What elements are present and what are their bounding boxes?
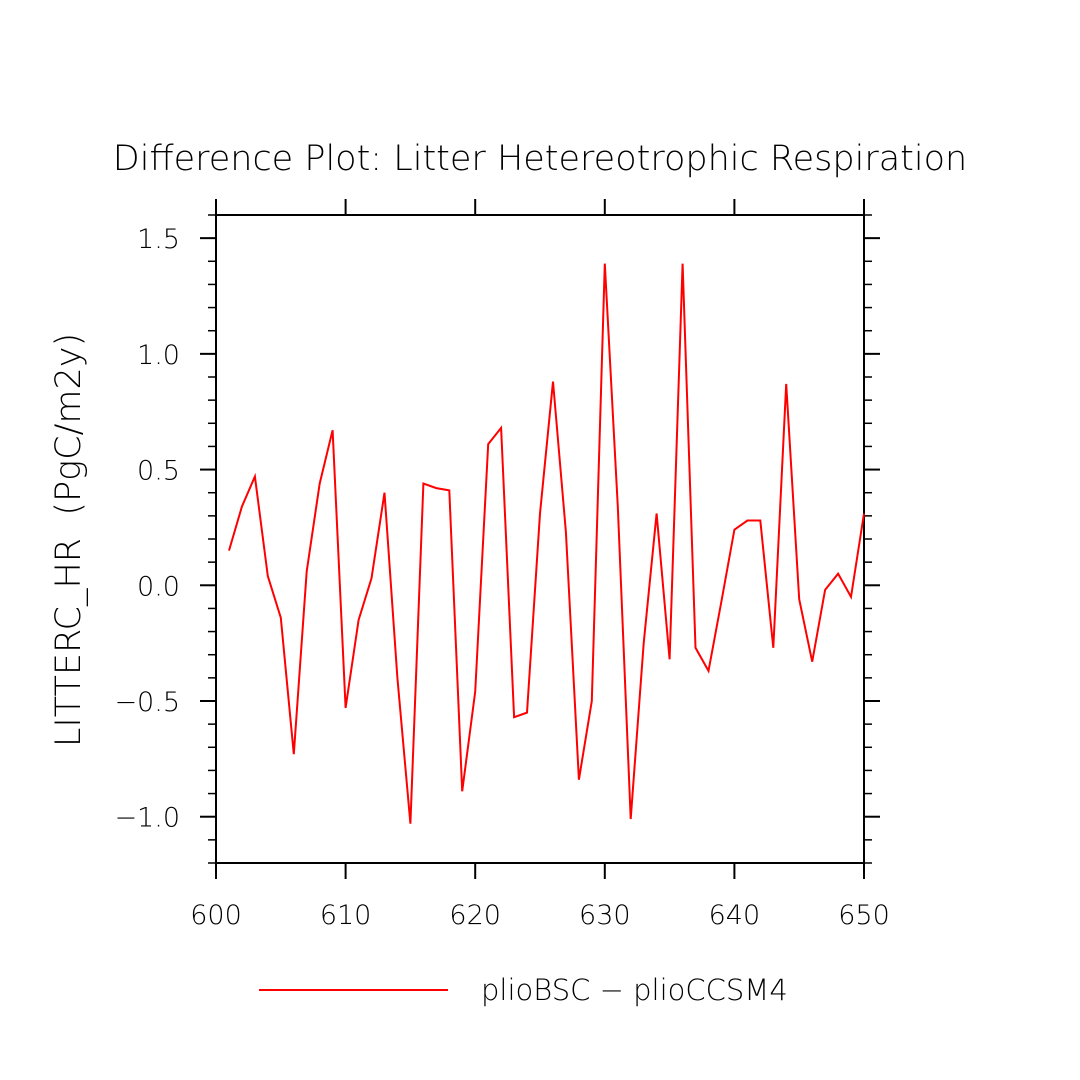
- x-tick-label: 600: [190, 900, 242, 931]
- series-layer: [228, 263, 865, 824]
- plot-frame: [215, 214, 865, 864]
- y-axis-label: LITTERC_HR (PgC/m2y): [49, 333, 89, 747]
- x-tick-label: 620: [449, 900, 501, 931]
- x-axis: 600 610 620 630 640 650: [190, 199, 890, 931]
- x-tick-label: 640: [709, 900, 761, 931]
- y-tick-label: 1.5: [137, 224, 180, 255]
- series-line: [228, 263, 865, 824]
- chart-title: Difference Plot: Litter Hetereotrophic R…: [113, 139, 967, 179]
- y-axis: −1.0 −0.5 0.0 0.5 1.0 1.5: [114, 214, 880, 864]
- y-tick-label: −1.0: [114, 803, 180, 834]
- x-tick-label: 650: [838, 900, 890, 931]
- y-tick-label: 0.0: [137, 571, 180, 602]
- x-tick-label: 630: [579, 900, 631, 931]
- legend: plioBSC − plioCCSM4: [259, 973, 788, 1007]
- y-tick-label: 1.0: [137, 340, 180, 371]
- y-tick-label: 0.5: [137, 456, 180, 487]
- y-tick-label: −0.5: [114, 687, 180, 718]
- x-tick-label: 610: [320, 900, 372, 931]
- legend-label: plioBSC − plioCCSM4: [481, 973, 788, 1007]
